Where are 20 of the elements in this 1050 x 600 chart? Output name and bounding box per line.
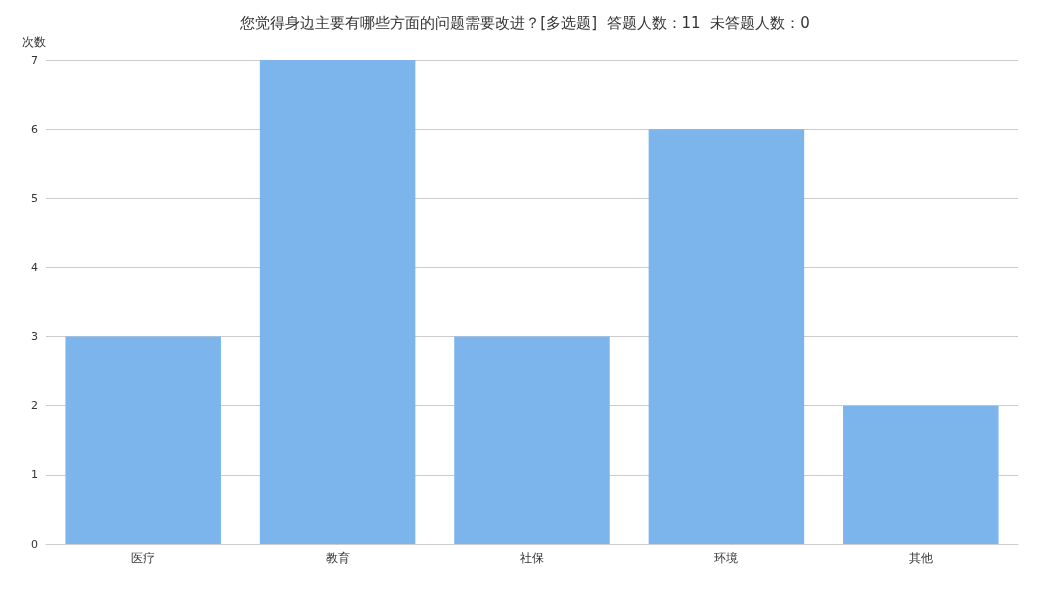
x-tick-label: 医疗 — [131, 551, 156, 565]
y-tick-label: 7 — [31, 53, 38, 67]
y-tick-label: 6 — [31, 122, 38, 136]
bar — [259, 60, 416, 544]
y-tick-label: 0 — [31, 537, 38, 551]
bar — [648, 129, 805, 544]
x-tick-label: 社保 — [520, 551, 544, 565]
bar — [454, 336, 610, 544]
y-axis-title: 次数 — [22, 35, 46, 49]
y-tick-label: 1 — [31, 468, 38, 482]
y-tick-label: 3 — [31, 330, 38, 344]
x-tick-label: 教育 — [325, 551, 350, 565]
y-tick-label: 2 — [31, 399, 38, 413]
y-tick-label: 4 — [31, 260, 38, 274]
chart-title: 您觉得身边主要有哪些方面的问题需要改进？[多选题] 答题人数：11 未答题人数：0 — [239, 13, 810, 32]
bar — [65, 336, 221, 544]
y-tick-label: 5 — [31, 191, 38, 205]
bar — [843, 405, 999, 544]
x-tick-label: 其他 — [908, 551, 933, 565]
x-tick-label: 环境 — [714, 551, 739, 565]
